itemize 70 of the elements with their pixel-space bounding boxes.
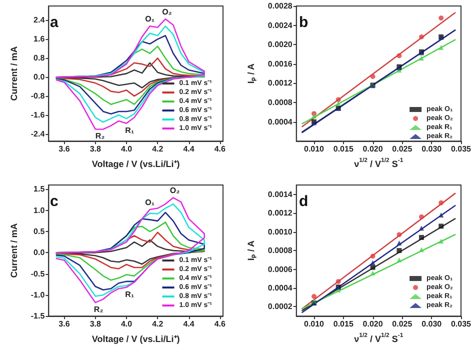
y-tick-label: -0.8 — [30, 92, 46, 101]
y-tick-label: 0.0 — [34, 248, 46, 258]
y-tick-label: 1.5 — [34, 184, 46, 194]
x-tick-label: 4.2 — [152, 320, 164, 329]
y-axis-title: Current / mA — [9, 46, 19, 101]
x-tick-label: 0.010 — [304, 320, 325, 329]
x-axis-title: Voltage / V (vs.Li/Li⁺) — [92, 334, 180, 344]
y-tick-label: 0.0010 — [268, 227, 293, 236]
x-tick-label: 0.030 — [422, 144, 442, 154]
y-tick-label: -1.5 — [30, 312, 46, 321]
y-tick-label: 0.0012 — [268, 208, 293, 218]
y-tick-label: 1.0 — [34, 206, 46, 215]
y-tick-label: 0.0020 — [268, 40, 293, 50]
annotation: O₂ — [170, 186, 180, 196]
annotation: R₂ — [94, 305, 104, 314]
y-tick-label: 0.0024 — [268, 20, 293, 30]
x-tick-label: 3.6 — [58, 144, 70, 154]
y-tick-label: 2.4 — [34, 16, 46, 25]
x-axis-title: Voltage / V (vs.Li/Li⁺) — [92, 159, 180, 169]
x-tick-label: 0.020 — [362, 320, 384, 329]
x-tick-label: 3.6 — [58, 320, 70, 329]
annotation: R₂ — [95, 132, 106, 141]
x-tick-label: 0.020 — [362, 144, 384, 154]
y-tick-label: -1.0 — [30, 290, 46, 300]
x-tick-label: 4.4 — [183, 320, 195, 329]
x-tick-label: 0.035 — [450, 320, 472, 329]
x-tick-label: 0.015 — [333, 144, 354, 154]
y-tick-label: 0.0014 — [268, 190, 293, 199]
y-tick-label: 0.0008 — [268, 98, 293, 107]
annotation: R₁ — [125, 126, 135, 135]
x-tick-label: 4.2 — [152, 144, 164, 154]
y-tick-label: -1.6 — [30, 110, 46, 120]
y-axis-title: Iₚ / A — [246, 240, 257, 261]
x-tick-label: 4.6 — [214, 320, 226, 329]
x-tick-label: 3.8 — [90, 320, 102, 329]
x-tick-label: 4.0 — [120, 144, 133, 154]
y-tick-label: 1.6 — [34, 34, 46, 44]
x-tick-label: 3.8 — [90, 144, 102, 154]
annotation: O₂ — [162, 8, 172, 17]
x-tick-label: 0.035 — [450, 144, 472, 154]
text: a — [50, 14, 59, 31]
y-tick-label: -2.4 — [30, 129, 46, 138]
y-tick-label: 0.0 — [34, 72, 46, 82]
y-tick-label: 0.8 — [34, 54, 46, 63]
annotation: O₁ — [145, 198, 156, 208]
x-tick-label: 0.030 — [422, 320, 442, 329]
annotation: R₁ — [125, 290, 135, 299]
x-tick-label: 0.015 — [333, 320, 354, 329]
y-tick-label: 0.0008 — [268, 246, 293, 256]
x-tick-label: 0.025 — [392, 144, 413, 154]
y-axis-title: Current / mA — [9, 222, 19, 278]
x-tick-label: 0.010 — [304, 144, 325, 154]
text: c — [50, 193, 58, 210]
annotation: O₁ — [145, 14, 156, 24]
text: d — [299, 193, 308, 210]
y-tick-label: 0.0004 — [268, 117, 293, 126]
y-tick-label: 0.0006 — [268, 264, 293, 274]
x-tick-label: 4.4 — [183, 144, 195, 154]
y-tick-label: -0.5 — [30, 269, 46, 278]
y-tick-label: 0.5 — [34, 227, 46, 236]
y-tick-label: 0.0028 — [268, 2, 293, 10]
x-tick-label: 4.0 — [120, 320, 133, 329]
text: b — [299, 14, 308, 31]
x-tick-label: 0.025 — [392, 320, 413, 329]
y-tick-label: 0.0016 — [268, 59, 293, 68]
y-axis-title: Iₚ / A — [246, 62, 257, 84]
y-tick-label: 0.0004 — [268, 284, 293, 293]
x-tick-label: 4.6 — [214, 144, 226, 154]
y-tick-label: 0.0012 — [268, 78, 293, 88]
y-tick-label: 0.0002 — [268, 302, 293, 312]
